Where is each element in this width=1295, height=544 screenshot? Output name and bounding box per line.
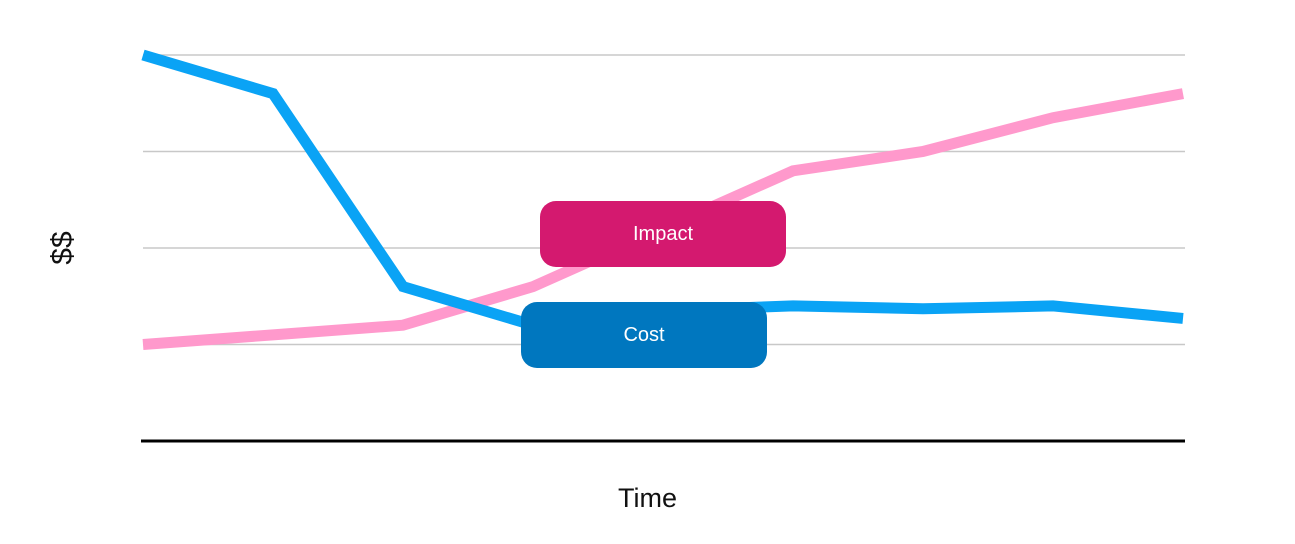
y-axis-label: $$ [46,231,79,265]
cost-label: Cost [521,302,767,368]
x-axis-label: Time [618,483,677,513]
series-line-cost [141,49,1184,331]
impact-label: Impact [540,201,786,267]
